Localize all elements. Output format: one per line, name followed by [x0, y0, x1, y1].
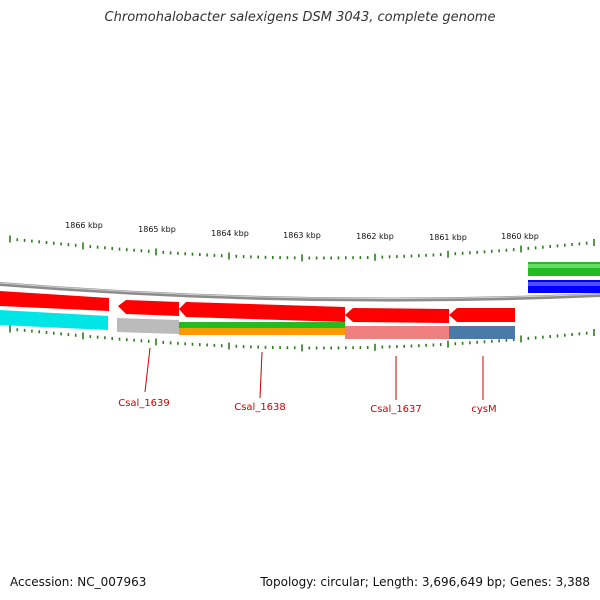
gene-label-csal-1638[interactable]: Csal_1638: [234, 402, 286, 413]
scale-label-1865: 1865 kbp: [138, 225, 176, 234]
feature-cyan-left[interactable]: [0, 310, 108, 330]
scale-label-1862: 1862 kbp: [356, 232, 394, 241]
feature-steel-cysm[interactable]: [449, 326, 515, 339]
scale-label-1864: 1864 kbp: [211, 229, 249, 238]
genome-backbone-highlight: [0, 282, 600, 300]
feature-blue-right-shine: [528, 282, 600, 286]
scale-label-1861: 1861 kbp: [429, 233, 467, 242]
cds-arrow-csal-1637[interactable]: [345, 308, 449, 323]
leader-line-csal-1639: [144, 347, 151, 393]
gene-label-cysm[interactable]: cysM: [471, 404, 496, 415]
genome-backbone: [0, 282, 600, 302]
cds-arrow-csal-1638[interactable]: [179, 302, 345, 322]
scale-label-1863: 1863 kbp: [283, 231, 321, 240]
scale-label-1860: 1860 kbp: [501, 232, 539, 241]
cds-arrow-left-edge[interactable]: [0, 291, 109, 311]
feature-pink-csal-1637[interactable]: [345, 326, 449, 339]
genome-summary-text: Topology: circular; Length: 3,696,649 bp…: [260, 575, 590, 589]
cds-arrow-csal-1639[interactable]: [118, 300, 179, 316]
accession-text: Accession: NC_007963: [10, 575, 147, 589]
map-title: Chromohalobacter salexigens DSM 3043, co…: [104, 10, 496, 25]
cds-arrow-cysm[interactable]: [449, 308, 515, 322]
gene-label-csal-1637[interactable]: Csal_1637: [370, 404, 422, 415]
bottom-tick-row: [9, 325, 595, 352]
feature-orange-csal-1638[interactable]: [179, 328, 345, 335]
top-tick-row: [9, 235, 595, 262]
gene-label-csal-1639[interactable]: Csal_1639: [118, 398, 170, 409]
feature-blue-right[interactable]: [528, 280, 600, 293]
feature-green-csal-1638[interactable]: [179, 322, 345, 328]
leader-line-csal-1638: [259, 351, 263, 399]
scale-label-1866: 1866 kbp: [65, 221, 103, 230]
feature-grey-csal-1639[interactable]: [117, 318, 179, 334]
feature-green-top-right-shine: [528, 264, 600, 268]
